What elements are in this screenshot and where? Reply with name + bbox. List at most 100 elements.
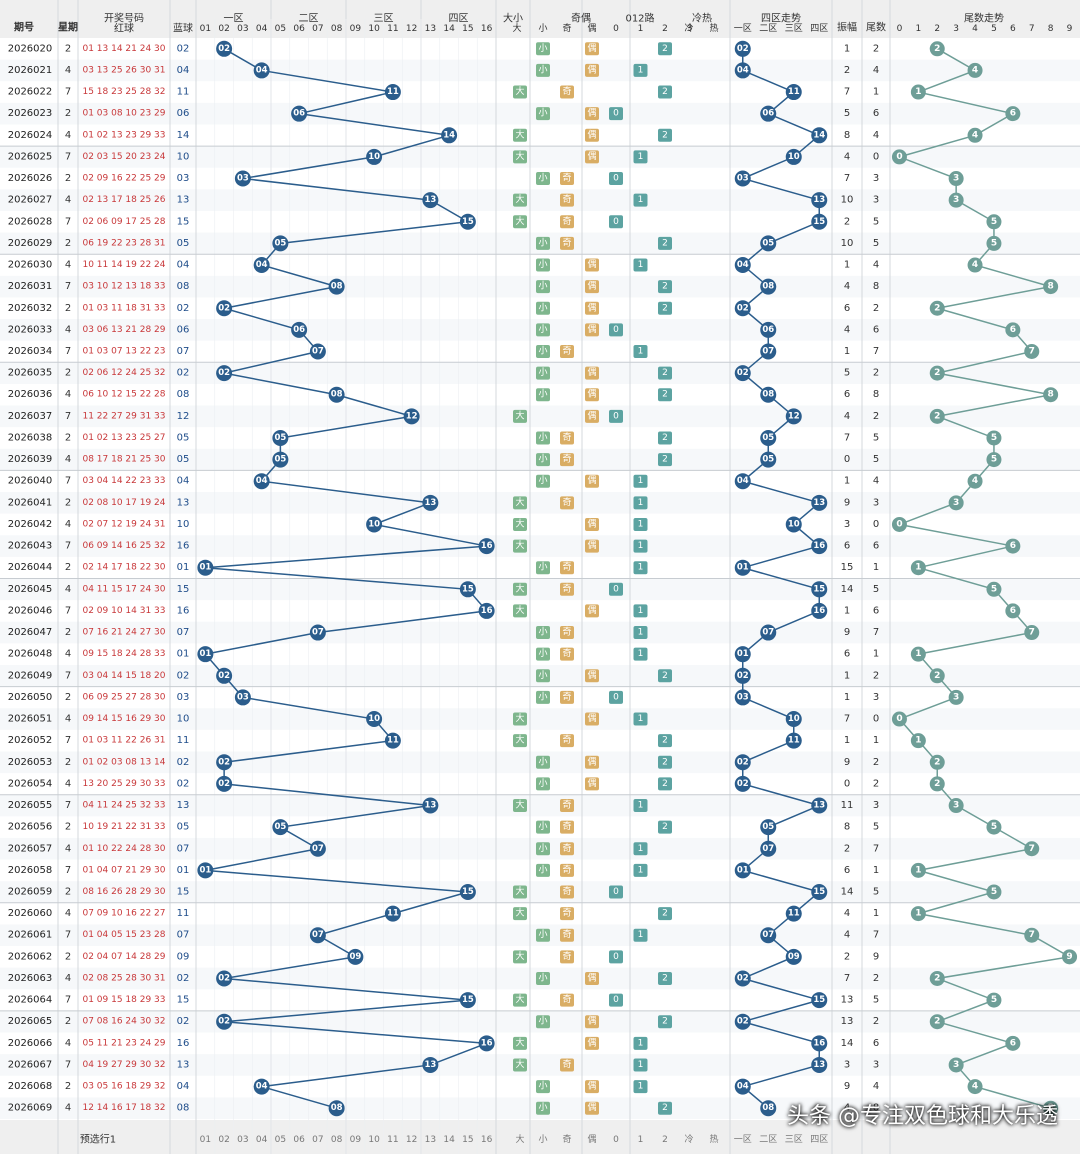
big-badge — [513, 993, 527, 1007]
footer-ball-number[interactable]: 15 — [462, 1135, 473, 1145]
header-size: 大小 — [503, 12, 523, 25]
amplitude-value: 4 — [844, 151, 850, 162]
parity-badge-text: 奇 — [562, 453, 571, 465]
blue-ball-marker-label: 07 — [312, 346, 324, 356]
footer-road-digit[interactable]: 2 — [662, 1135, 668, 1145]
footer-zone-name[interactable]: 一区 — [734, 1134, 752, 1145]
tail-marker-label: 2 — [934, 757, 940, 767]
road-badge — [658, 85, 672, 99]
zone-marker-label: 13 — [813, 498, 825, 508]
tail-marker — [929, 300, 945, 316]
footer-ball-number[interactable]: 12 — [406, 1135, 417, 1145]
small-badge — [536, 42, 550, 56]
footer-odd[interactable]: 奇 — [562, 1133, 571, 1145]
amplitude-value: 7 — [844, 432, 850, 443]
header-tail: 尾数 — [866, 21, 886, 34]
row-stripe — [0, 535, 1080, 557]
tail-marker — [891, 516, 907, 532]
road-badge-text: 2 — [662, 736, 668, 746]
footer-zone-name[interactable]: 二区 — [759, 1134, 777, 1145]
footer-small[interactable]: 小 — [538, 1134, 547, 1145]
red-balls: 01 13 14 21 24 30 — [82, 44, 165, 54]
zone-marker — [760, 278, 777, 295]
blue-ball-marker — [272, 429, 289, 446]
footer-ball-number[interactable]: 09 — [350, 1135, 362, 1145]
amplitude-value: 13 — [841, 1016, 854, 1027]
size-badge-text: 小 — [538, 562, 547, 573]
road-badge-text: 2 — [662, 130, 668, 140]
footer-zone-name[interactable]: 四区 — [810, 1134, 828, 1145]
zone-marker — [734, 473, 751, 490]
blue-ball-marker — [272, 819, 289, 836]
footer-ball-number[interactable]: 11 — [387, 1135, 398, 1145]
blue-ball-marker-label: 02 — [218, 1017, 230, 1027]
blue-ball-marker — [253, 473, 270, 490]
footer-label: 预选行1 — [80, 1133, 116, 1146]
blue-ball-marker — [216, 667, 233, 684]
tail-marker-label: 3 — [953, 692, 959, 702]
footer-ball-number[interactable]: 05 — [275, 1135, 286, 1145]
blue-ball-marker — [197, 646, 214, 663]
footer-ball-number[interactable]: 14 — [443, 1135, 455, 1145]
tail-marker-label: 7 — [1029, 346, 1035, 356]
issue-number: 2026043 — [8, 541, 53, 552]
row-stripe — [0, 578, 1080, 601]
footer-ball-number[interactable]: 01 — [200, 1135, 211, 1145]
blue-ball: 11 — [177, 87, 190, 98]
blue-ball-marker — [422, 1056, 439, 1073]
blue-ball: 02 — [177, 1016, 190, 1027]
road-badge-text: 2 — [662, 757, 668, 767]
footer-ball-number[interactable]: 16 — [481, 1135, 493, 1145]
footer-ball-number[interactable]: 13 — [425, 1135, 436, 1145]
zone-marker-label: 04 — [737, 260, 749, 270]
footer-zone-name[interactable]: 三区 — [785, 1134, 803, 1145]
header-hot: 热 — [709, 22, 718, 34]
tail-marker-label: 1 — [915, 649, 921, 659]
footer-big[interactable]: 大 — [515, 1133, 524, 1145]
amplitude-value: 3 — [844, 519, 850, 530]
even-badge — [585, 1080, 599, 1094]
issue-number: 2026021 — [8, 65, 53, 76]
blue-ball: 04 — [177, 260, 190, 271]
footer-ball-number[interactable]: 08 — [331, 1135, 343, 1145]
road-badge — [658, 301, 672, 315]
footer-ball-number[interactable]: 03 — [237, 1135, 248, 1145]
red-balls: 01 03 08 10 23 29 — [82, 109, 165, 119]
red-balls: 06 09 14 16 25 32 — [82, 541, 165, 551]
tail-value: 7 — [873, 627, 879, 638]
footer-ball-number[interactable]: 10 — [368, 1135, 380, 1145]
size-badge-text: 小 — [538, 454, 547, 465]
zone-marker-label: 02 — [737, 779, 749, 789]
tail-value: 9 — [873, 951, 879, 962]
amplitude-value: 1 — [844, 670, 850, 681]
size-badge-text: 小 — [538, 173, 547, 184]
footer-road-digit[interactable]: 1 — [638, 1135, 644, 1145]
header-parity: 奇偶 — [571, 12, 591, 25]
tail-value: 5 — [873, 454, 879, 465]
footer-hot[interactable]: 热 — [709, 1133, 718, 1145]
small-badge — [536, 561, 550, 575]
footer-ball-number[interactable]: 06 — [293, 1135, 305, 1145]
blue-ball-marker-label: 13 — [424, 1060, 436, 1070]
footer-ball-number[interactable]: 04 — [256, 1135, 268, 1145]
footer-cold[interactable]: 冷 — [684, 1133, 693, 1145]
size-badge-text: 大 — [515, 193, 524, 205]
size-badge-text: 小 — [538, 972, 547, 983]
zone-marker-label: 02 — [737, 757, 749, 767]
footer-even[interactable]: 偶 — [587, 1133, 596, 1145]
footer-road-digit[interactable]: 0 — [613, 1135, 619, 1145]
blue-ball-marker-label: 05 — [274, 238, 286, 248]
tail-value: 3 — [873, 173, 879, 184]
issue-number: 2026060 — [8, 908, 53, 919]
header-tail-digit: 3 — [953, 24, 959, 34]
footer-ball-number[interactable]: 07 — [312, 1135, 323, 1145]
zone-marker-label: 07 — [762, 346, 774, 356]
weekday-value: 2 — [65, 238, 71, 249]
footer-ball-number[interactable]: 02 — [218, 1135, 229, 1145]
parity-badge-text: 偶 — [587, 1080, 596, 1092]
issue-number: 2026039 — [8, 454, 53, 465]
blue-ball-marker-label: 02 — [218, 368, 230, 378]
tail-value: 2 — [873, 757, 879, 768]
tail-marker-label: 0 — [896, 519, 902, 529]
blue-ball-marker — [216, 365, 233, 382]
